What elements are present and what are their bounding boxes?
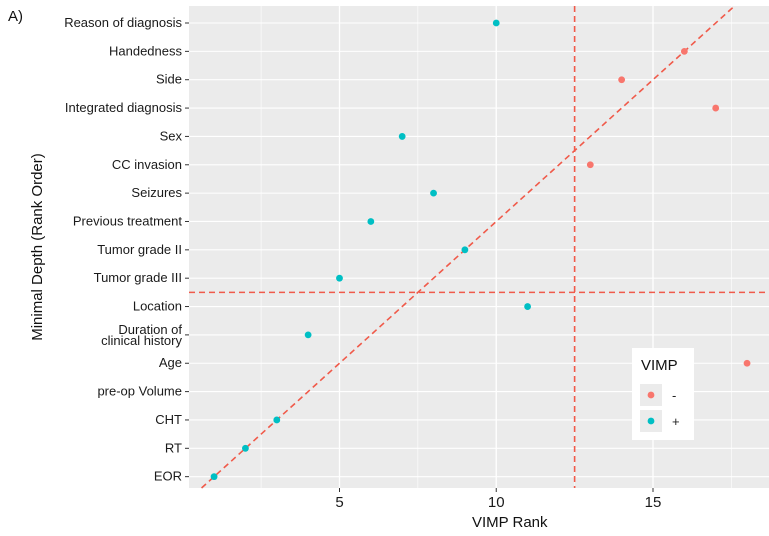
y-tick-label: Duration of clinical history [101, 322, 182, 348]
y-tick-label: Reason of diagnosis [64, 15, 182, 30]
y-tick-label: RT [165, 440, 182, 455]
data-point: Integrated diagnosis [712, 104, 720, 112]
y-tick-label: Previous treatment [73, 213, 182, 228]
y-tick-label: pre-op Volume [97, 384, 182, 399]
legend-label: + [672, 414, 680, 429]
data-point: Age [743, 359, 751, 367]
data-point: Duration of clinical history [304, 331, 312, 339]
data-points: Immediate deficitReason of diagnosisHand… [210, 19, 751, 481]
x-tick-label: 15 [645, 494, 662, 511]
data-point: CHT [273, 416, 281, 424]
data-point: Tumor grade III [336, 274, 343, 282]
data-point: RT [242, 444, 249, 452]
data-point: Handedness [680, 47, 688, 55]
data-point: Location [524, 303, 531, 310]
data-point: CC invasion [586, 161, 594, 169]
y-tick-label: Location [133, 299, 182, 314]
y-tick-label: Immediate deficit [84, 0, 183, 2]
y-axis-title: Minimal Depth (Rank Order) [29, 153, 46, 341]
y-tick-label: Seizures [131, 185, 182, 200]
y-axis-ticks: EOR RT CHT pre-op Volume Age Duration of clini… [64, 0, 189, 484]
y-tick-label: CHT [155, 412, 182, 427]
y-tick-label: Sex [160, 128, 183, 143]
legend-title: VIMP [641, 357, 678, 374]
data-point: Seizures [430, 189, 437, 197]
legend-label: - [672, 388, 676, 403]
data-point: Side [618, 76, 626, 84]
y-tick-label: Age [159, 355, 182, 370]
data-point: Previous treatment [367, 218, 375, 225]
y-tick-label: Integrated diagnosis [65, 100, 183, 115]
y-tick-label: CC invasion [112, 157, 182, 172]
data-point: Sex [398, 133, 406, 140]
y-tick-label: EOR [154, 469, 182, 484]
x-tick-label: 10 [488, 494, 505, 511]
legend-point [647, 417, 655, 425]
y-tick-label: Tumor grade II [97, 242, 182, 257]
reference-lines [189, 5, 769, 489]
data-point: Reason of diagnosis [492, 19, 500, 27]
x-axis-ticks: 5 10 15 [335, 488, 661, 511]
x-axis-title: VIMP Rank [472, 514, 548, 531]
data-point: Tumor grade II [461, 246, 469, 254]
y-tick-label: Side [156, 72, 182, 87]
y-tick-label: Tumor grade III [94, 270, 182, 285]
legend: VIMP - + [632, 348, 694, 440]
legend-point [647, 391, 655, 399]
data-point: EOR [210, 473, 218, 481]
panel-label: A) [8, 8, 23, 25]
x-tick-label: 5 [335, 494, 343, 511]
y-tick-label: Handedness [109, 43, 182, 58]
